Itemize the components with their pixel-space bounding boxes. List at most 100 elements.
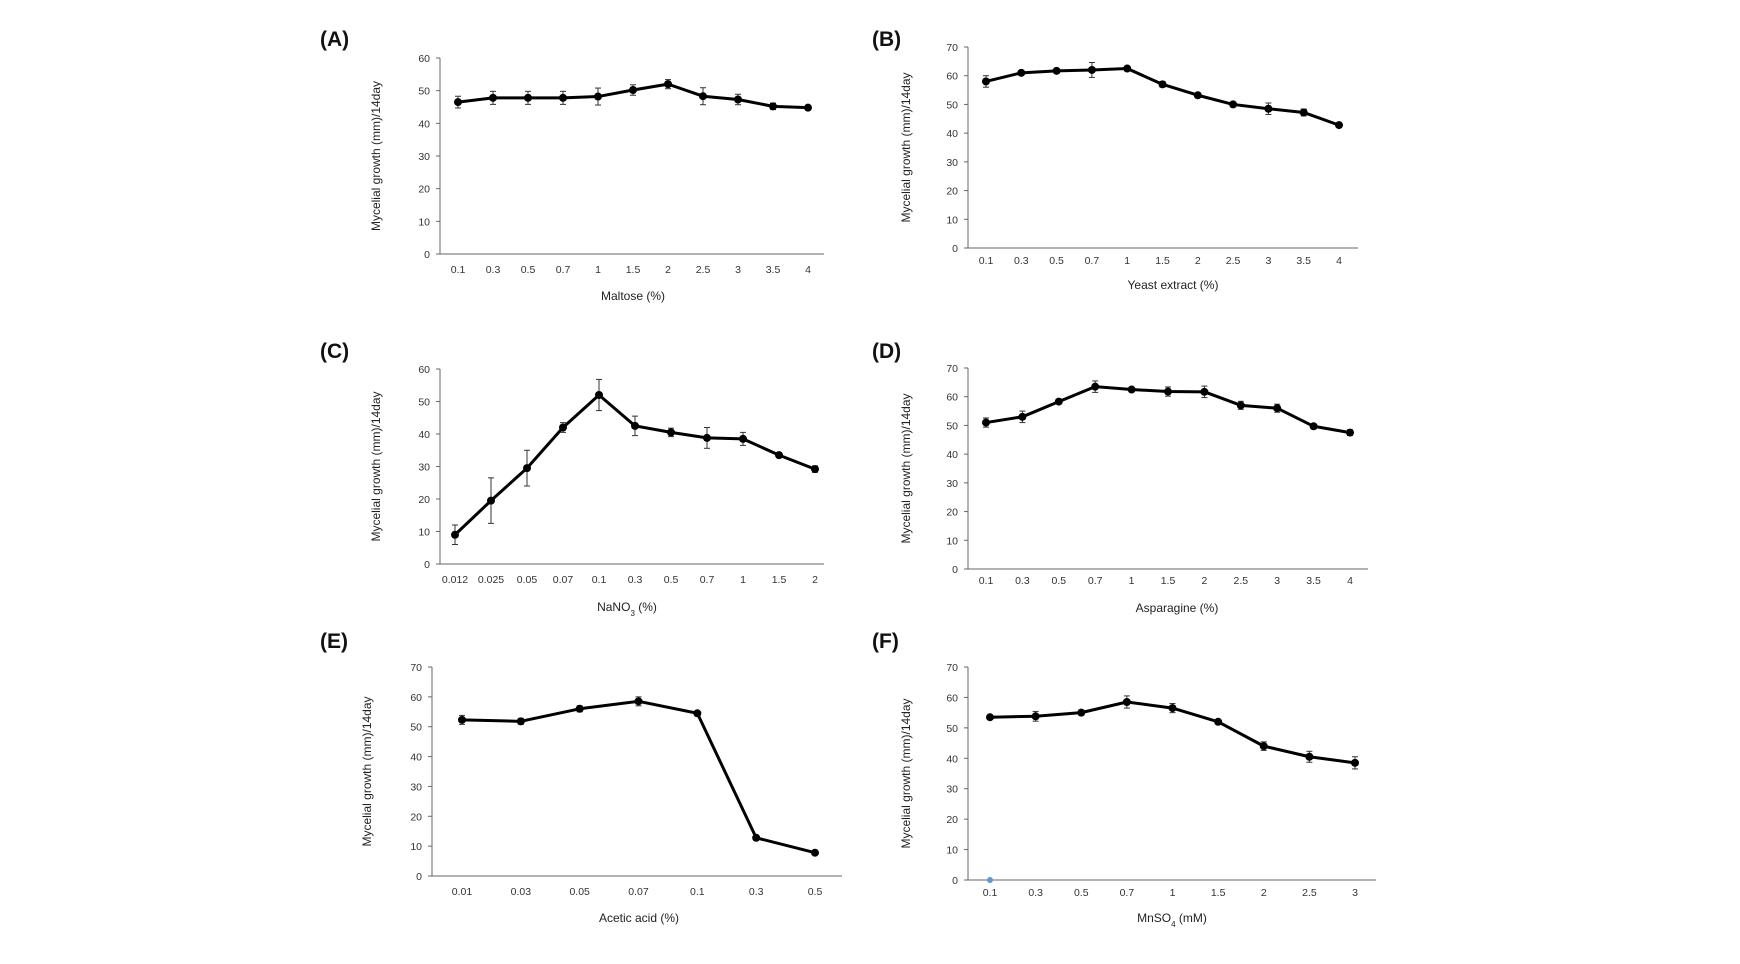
panel-label: (C) <box>320 340 349 363</box>
x-tick-label: 1 <box>740 574 746 586</box>
data-point <box>982 77 990 86</box>
y-tick-label: 10 <box>418 527 430 539</box>
x-tick-label: 2.5 <box>1302 887 1317 899</box>
y-tick-label: 70 <box>410 662 422 674</box>
data-point <box>804 103 812 112</box>
x-tick-label: 0.1 <box>451 264 466 276</box>
x-tick-label: 0.5 <box>1074 887 1089 899</box>
y-axis-title: Mycelial growth (mm)/14day <box>899 393 913 543</box>
data-point <box>1351 758 1359 767</box>
y-tick-label: 60 <box>946 692 958 704</box>
x-tick-label: 0.7 <box>700 574 715 586</box>
series-line <box>461 699 816 855</box>
y-tick-label: 10 <box>418 216 430 228</box>
x-tick-label: 0.1 <box>983 887 998 899</box>
x-axis-title: Maltose (%) <box>601 289 665 303</box>
x-tick-label: 0.07 <box>628 886 649 898</box>
x-axis-title-unit: (mM) <box>1176 911 1207 925</box>
x-axis-title: Asparagine (%) <box>1136 601 1219 615</box>
chart-panel: (C) 0 10 20 30 40 50 60 0.012 0.025 0.05 0.07 0.1 0.3… <box>320 340 824 618</box>
x-tick-label: 0.7 <box>1088 575 1103 587</box>
x-tick-label: 4 <box>1336 255 1342 267</box>
x-axis-title-unit: (%) <box>635 600 657 614</box>
x-tick-label: 2 <box>1201 575 1207 587</box>
panel-label: (F) <box>872 630 899 653</box>
x-axis-title-main: MnSO <box>1137 911 1171 925</box>
data-point <box>1168 704 1177 713</box>
x-axis-title-main: NaNO <box>597 600 630 614</box>
x-tick-label: 3 <box>1265 255 1271 267</box>
data-point <box>1164 387 1172 396</box>
y-tick-label: 40 <box>946 128 958 140</box>
panel-label: (E) <box>320 630 348 653</box>
y-tick-label: 60 <box>418 53 430 65</box>
data-point <box>664 80 672 89</box>
x-axis-title: MnSO4 (mM) <box>1137 911 1207 929</box>
x-axis-title: NaNO3 (%) <box>597 600 657 618</box>
x-tick-label: 3.5 <box>1296 255 1311 267</box>
y-tick-label: 10 <box>410 841 422 853</box>
data-point <box>559 423 567 432</box>
y-tick-label: 0 <box>424 249 430 261</box>
x-tick-label: 1.5 <box>626 264 641 276</box>
x-tick-label: 3 <box>735 264 741 276</box>
data-point <box>1273 404 1282 413</box>
y-tick-label: 30 <box>946 157 958 169</box>
x-axis-title: Acetic acid (%) <box>599 911 679 925</box>
data-point <box>703 433 711 442</box>
y-tick-label: 50 <box>418 86 430 98</box>
data-point <box>734 95 742 104</box>
data-point <box>1346 428 1354 437</box>
y-tick-label: 0 <box>952 875 958 887</box>
x-tick-label: 0.7 <box>1120 887 1135 899</box>
data-point <box>1264 104 1273 113</box>
y-tick-label: 40 <box>418 118 430 130</box>
x-tick-label: 0.3 <box>1014 255 1029 267</box>
x-tick-label: 0.1 <box>592 574 607 586</box>
data-point <box>769 102 777 111</box>
data-point <box>1127 385 1136 394</box>
x-tick-label: 0.3 <box>1028 887 1043 899</box>
x-axis-title: Yeast extract (%) <box>1128 278 1219 292</box>
data-point <box>1214 717 1223 726</box>
data-point <box>1193 91 1202 100</box>
data-point <box>752 833 761 842</box>
data-point <box>986 713 994 722</box>
data-point <box>739 434 747 443</box>
data-point <box>1200 387 1209 396</box>
x-axis-title-subscript: 4 <box>1171 920 1176 929</box>
x-tick-label: 1.5 <box>1161 575 1176 587</box>
x-tick-label: 1.5 <box>1155 255 1170 267</box>
data-point <box>1309 422 1318 431</box>
x-tick-label: 0.7 <box>1085 255 1100 267</box>
data-point <box>1054 397 1063 406</box>
data-point <box>634 697 643 706</box>
y-tick-label: 50 <box>946 420 958 432</box>
data-point <box>1018 412 1027 421</box>
y-axis-title: Mycelial growth (mm)/14day <box>899 72 913 222</box>
y-tick-label: 70 <box>946 363 958 375</box>
x-tick-label: 0.07 <box>553 574 574 586</box>
data-point <box>454 98 462 107</box>
y-axis-title: Mycelial growth (mm)/14day <box>369 391 383 541</box>
x-tick-label: 1 <box>1129 575 1135 587</box>
data-point <box>629 86 637 95</box>
y-tick-label: 60 <box>946 71 958 83</box>
data-point <box>1123 64 1132 73</box>
y-tick-label: 40 <box>418 429 430 441</box>
x-tick-label: 1.5 <box>1211 887 1226 899</box>
y-tick-label: 10 <box>946 845 958 857</box>
data-point <box>489 93 497 102</box>
data-point <box>523 464 531 473</box>
y-tick-label: 40 <box>946 449 958 461</box>
chart-panel: (E) 0 10 20 30 40 50 60 70 0.01 0.03 0.05 0.07 0.1 0.3… <box>320 630 842 925</box>
x-tick-label: 2 <box>812 574 818 586</box>
x-tick-label: 0.3 <box>1015 575 1030 587</box>
data-point <box>1077 708 1086 717</box>
data-point <box>1158 80 1167 89</box>
data-point <box>699 92 707 101</box>
y-tick-label: 70 <box>946 662 958 674</box>
chart-panel: (B) 0 10 20 30 40 50 60 70 0.1 0.3 0.5 0.7 1 1.5 2 2.5 3 3… <box>872 28 1358 292</box>
x-tick-label: 0.3 <box>749 886 764 898</box>
